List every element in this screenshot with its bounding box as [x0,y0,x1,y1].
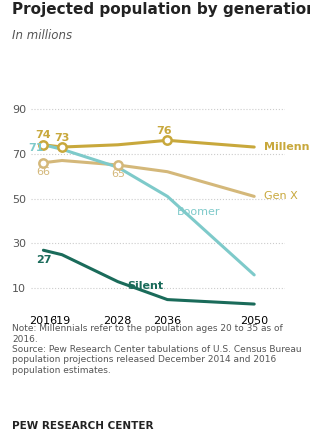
Text: 65: 65 [111,170,125,179]
Text: PEW RESEARCH CENTER: PEW RESEARCH CENTER [12,420,154,431]
Text: Silent: Silent [127,281,163,291]
Text: In millions: In millions [12,29,73,42]
Text: 71: 71 [28,143,43,153]
Text: 76: 76 [157,126,172,136]
Text: 74: 74 [36,130,51,140]
Text: 66: 66 [36,167,51,177]
Text: Millennial: Millennial [264,142,310,152]
Text: Projected population by generation: Projected population by generation [12,2,310,17]
Text: 27: 27 [36,255,51,265]
Text: Boomer: Boomer [177,207,220,217]
Text: 73: 73 [54,133,70,143]
Text: Note: Millennials refer to the population ages 20 to 35 as of 2016.
Source: Pew : Note: Millennials refer to the populatio… [12,324,302,375]
Text: Gen X: Gen X [264,191,297,202]
